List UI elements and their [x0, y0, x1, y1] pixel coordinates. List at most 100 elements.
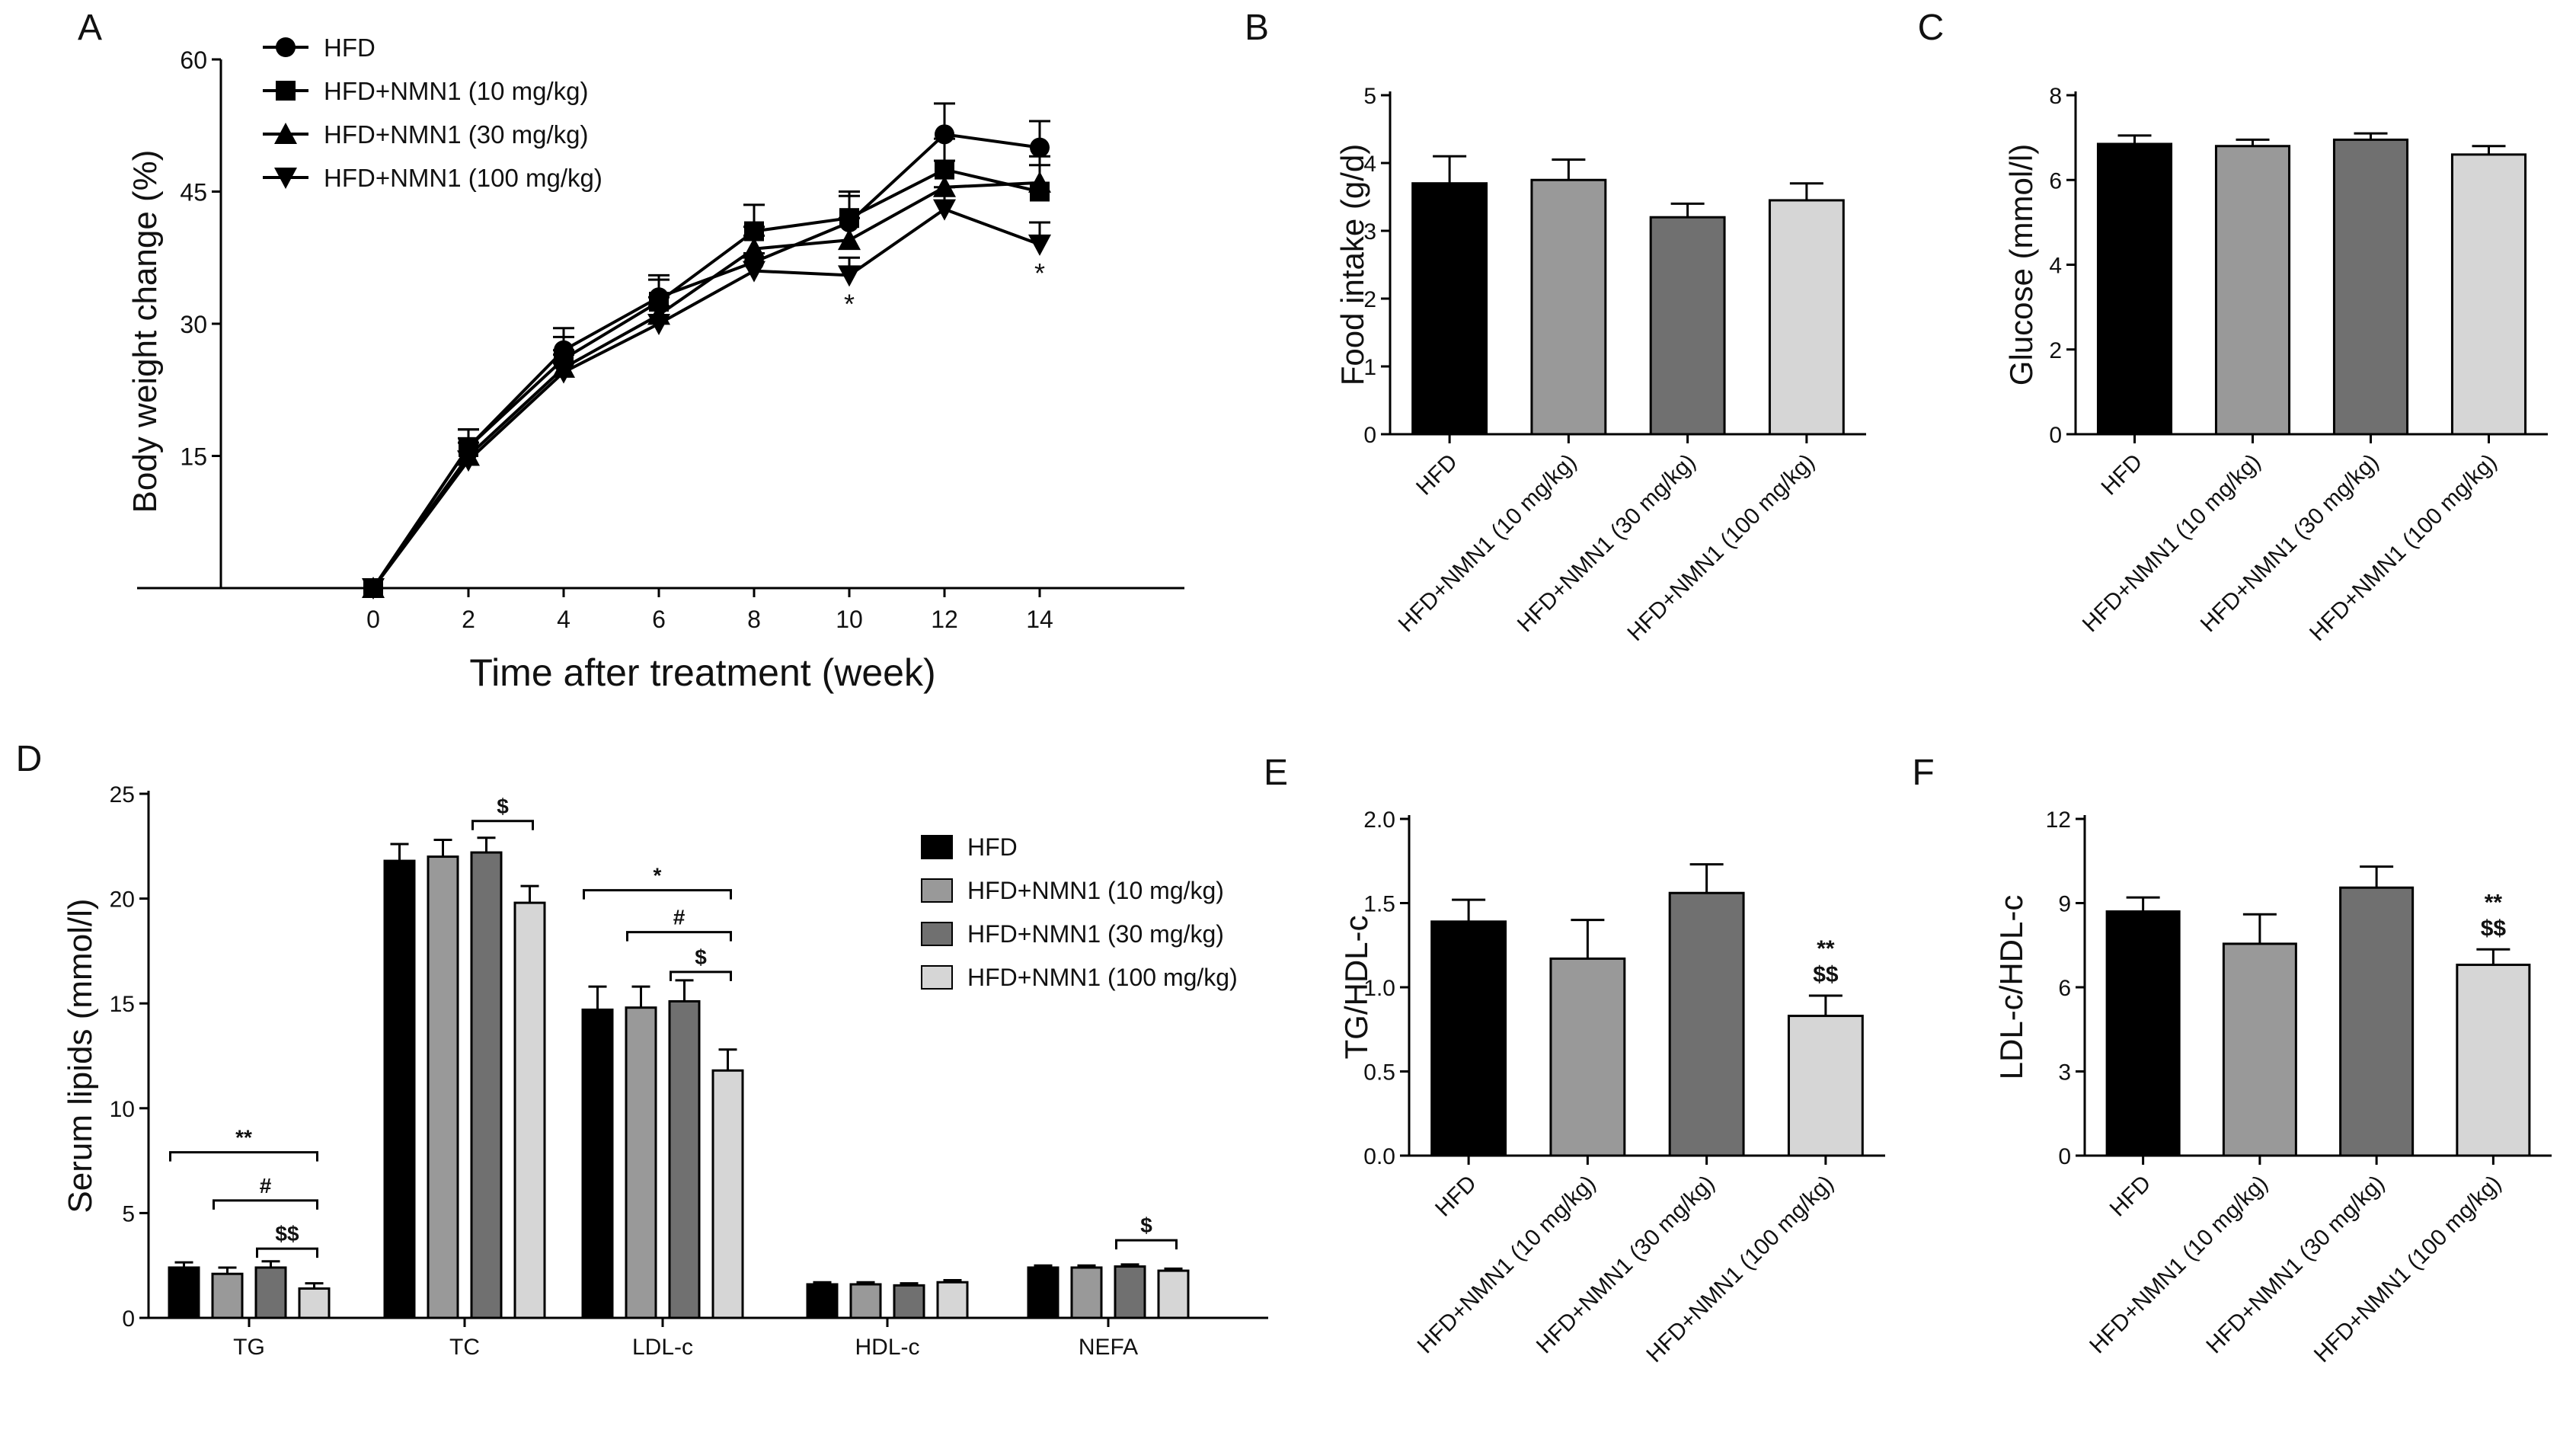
panel-c-letter: C — [1918, 8, 1945, 48]
bar-hfd-nmn1-30-mg-kg — [1649, 216, 1726, 436]
category-tc — [383, 836, 546, 1319]
y-tick-label: 6 — [2049, 168, 2062, 193]
panel-a-letter: A — [78, 8, 102, 48]
significance-bracket — [626, 931, 732, 942]
y-tick-label: 60 — [180, 46, 207, 74]
bar-hfd-nmn1-10-mg-kg — [2222, 942, 2297, 1157]
bar-hfd-nmn1-30-mg-kg — [470, 851, 503, 1319]
significance-marker: $$ — [275, 1222, 299, 1246]
significance-marker: $ — [695, 945, 707, 969]
bar-hfd-nmn1-100-mg-kg — [1768, 199, 1845, 436]
x-tick-label: 0 — [366, 606, 380, 633]
y-axis-title: TG/HDL-c — [1338, 916, 1374, 1060]
y-axis-title: Glucose (mmol/l) — [2003, 144, 2039, 385]
series-hfd-nmn1-100-mg-kg — [362, 186, 1051, 600]
bar-hfd-nmn1-100-mg-kg — [936, 1281, 969, 1319]
x-tick-label: 10 — [836, 606, 863, 633]
significance-marker: ** — [2485, 890, 2503, 915]
x-tick-label: LDL-c — [632, 1335, 693, 1360]
bar-hfd-nmn1-10-mg-kg — [849, 1283, 882, 1319]
y-tick-label: 25 — [110, 782, 135, 807]
data-point — [552, 362, 575, 384]
significance-marker: * — [1034, 257, 1045, 289]
y-tick-label: 0 — [2049, 423, 2062, 448]
significance-marker: * — [654, 864, 662, 887]
legend-swatch — [921, 922, 953, 946]
y-tick-label: 15 — [110, 992, 135, 1017]
x-tick-label: 4 — [557, 606, 570, 633]
y-tick-label: 10 — [110, 1097, 135, 1122]
x-tick-label: 12 — [931, 606, 958, 633]
x-tick-label: NEFA — [1079, 1335, 1138, 1360]
data-point — [362, 578, 385, 600]
panel-d-grouped-bar-chart: 0 5 10 15 20 25 Serum lipids (mmol/l) TG TC LDL-c… — [62, 782, 1268, 1360]
data-point — [647, 314, 670, 335]
bar-hfd — [2096, 142, 2173, 436]
data-point — [933, 199, 956, 221]
category-nefa — [1027, 1263, 1190, 1319]
legend-swatch — [921, 878, 953, 903]
significance-marker: # — [673, 906, 686, 929]
bar-hfd — [1430, 920, 1507, 1157]
y-tick-label: 5 — [122, 1201, 135, 1226]
series-hfd-nmn1-30-mg-kg — [362, 155, 1051, 598]
y-tick-label: 0 — [2058, 1144, 2071, 1169]
y-tick-label: 2.0 — [1363, 807, 1395, 833]
legend-marker — [274, 123, 297, 144]
x-tick-label: TG — [233, 1335, 265, 1360]
x-tick-label: HDL-c — [855, 1335, 919, 1360]
y-tick-label: 3 — [1363, 219, 1376, 245]
x-tick-label: TC — [449, 1335, 480, 1360]
y-tick-label: 0 — [1363, 423, 1376, 448]
category-hdl-c — [806, 1278, 969, 1319]
x-axis-title: Time after treatment (week) — [469, 651, 935, 694]
y-tick-label: 1 — [1363, 355, 1376, 380]
y-tick-label: 30 — [180, 311, 207, 338]
significance-bracket — [471, 820, 534, 830]
y-tick-label: 9 — [2058, 892, 2071, 917]
panel-f-letter: F — [1912, 753, 1934, 793]
panel-b-letter: B — [1245, 8, 1269, 48]
significance-bracket — [213, 1199, 318, 1210]
legend-label: HFD+NMN1 (10 mg/kg) — [324, 77, 588, 105]
legend-marker — [274, 168, 297, 189]
category-tg — [168, 1260, 331, 1319]
data-point — [743, 261, 765, 283]
y-tick-label: 8 — [2049, 84, 2062, 109]
bar-hfd-nmn1-10-mg-kg — [2214, 145, 2291, 436]
bar-hfd-nmn1-30-mg-kg — [2332, 138, 2409, 436]
y-tick-label: 4 — [1363, 152, 1376, 177]
y-tick-label: 0 — [122, 1306, 135, 1332]
legend-label: HFD+NMN1 (100 mg/kg) — [967, 964, 1238, 991]
bar-hfd-nmn1-100-mg-kg — [2456, 964, 2531, 1157]
bar-hfd-nmn1-10-mg-kg — [1530, 178, 1607, 436]
bar-hfd-nmn1-100-mg-kg — [711, 1069, 744, 1319]
significance-marker: $$ — [2481, 916, 2507, 941]
significance-marker: $ — [497, 795, 509, 818]
bar-hfd-nmn1-30-mg-kg — [254, 1266, 287, 1319]
y-tick-label: 4 — [2049, 254, 2062, 279]
significance-bracket — [583, 889, 732, 900]
y-axis-title: Body weight change (%) — [126, 150, 164, 513]
legend-label: HFD — [324, 34, 376, 62]
bar-hfd-nmn1-100-mg-kg — [1157, 1269, 1190, 1319]
bar-hfd-nmn1-10-mg-kg — [427, 855, 459, 1319]
data-point — [838, 265, 861, 287]
y-axis-title: LDL-c/HDL-c — [1993, 895, 2029, 1080]
data-point — [1030, 137, 1050, 158]
y-tick-label: 2 — [2049, 338, 2062, 363]
bar-hfd-nmn1-30-mg-kg — [668, 999, 701, 1319]
y-tick-label: 12 — [2046, 807, 2071, 833]
y-axis-title: Serum lipids (mmol/l) — [62, 898, 99, 1213]
y-tick-label: 1.5 — [1363, 892, 1395, 917]
y-tick-label: 20 — [110, 887, 135, 913]
y-tick-label: 3 — [2058, 1060, 2071, 1086]
series-line — [372, 181, 1040, 590]
panel-a-line-chart: 15 30 45 60 0 2 4 6 8 10 12 14 Time after treatment … — [126, 34, 1184, 694]
significance-bracket — [169, 1151, 318, 1162]
x-tick-label: 8 — [747, 606, 761, 633]
legend-label: HFD+NMN1 (30 mg/kg) — [967, 920, 1224, 948]
bar-hfd-nmn1-10-mg-kg — [211, 1272, 244, 1319]
bar-hfd-nmn1-30-mg-kg — [1114, 1265, 1146, 1319]
